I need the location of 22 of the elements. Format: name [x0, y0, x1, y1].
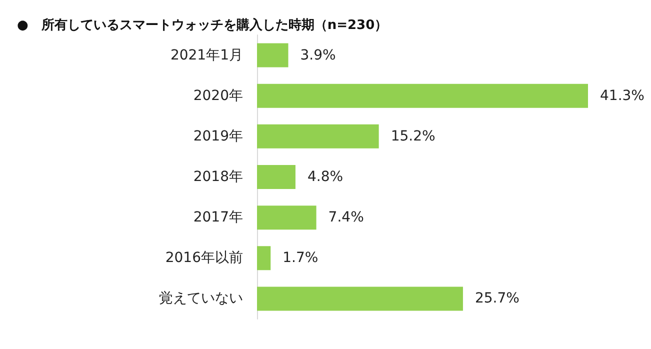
data-label: 7.4% — [328, 210, 364, 226]
chart-title: ● 所有しているスマートウォッチを購入した時期（n=230） — [17, 17, 388, 33]
y-tick-label: 2021年1月 — [170, 47, 243, 64]
y-tick-label: 2017年 — [193, 210, 243, 226]
bar — [257, 124, 379, 148]
data-label: 25.7% — [474, 290, 520, 307]
y-tick-label: 2018年 — [193, 169, 243, 185]
y-tick-label: 覚えていない — [159, 290, 243, 307]
data-label: 3.9% — [300, 47, 336, 64]
bar — [257, 43, 288, 68]
bar — [257, 286, 463, 311]
data-label: 4.8% — [307, 169, 344, 185]
data-label: 1.7% — [282, 250, 318, 266]
y-tick-label: 2016年以前 — [165, 250, 243, 266]
bar — [257, 246, 271, 270]
bar — [257, 206, 316, 230]
y-tick-label: 2019年 — [193, 128, 243, 144]
y-tick-label: 2020年 — [193, 88, 243, 104]
bar — [257, 84, 588, 108]
data-label: 41.3% — [600, 88, 644, 104]
data-label: 15.2% — [390, 128, 436, 144]
bar — [257, 165, 296, 189]
